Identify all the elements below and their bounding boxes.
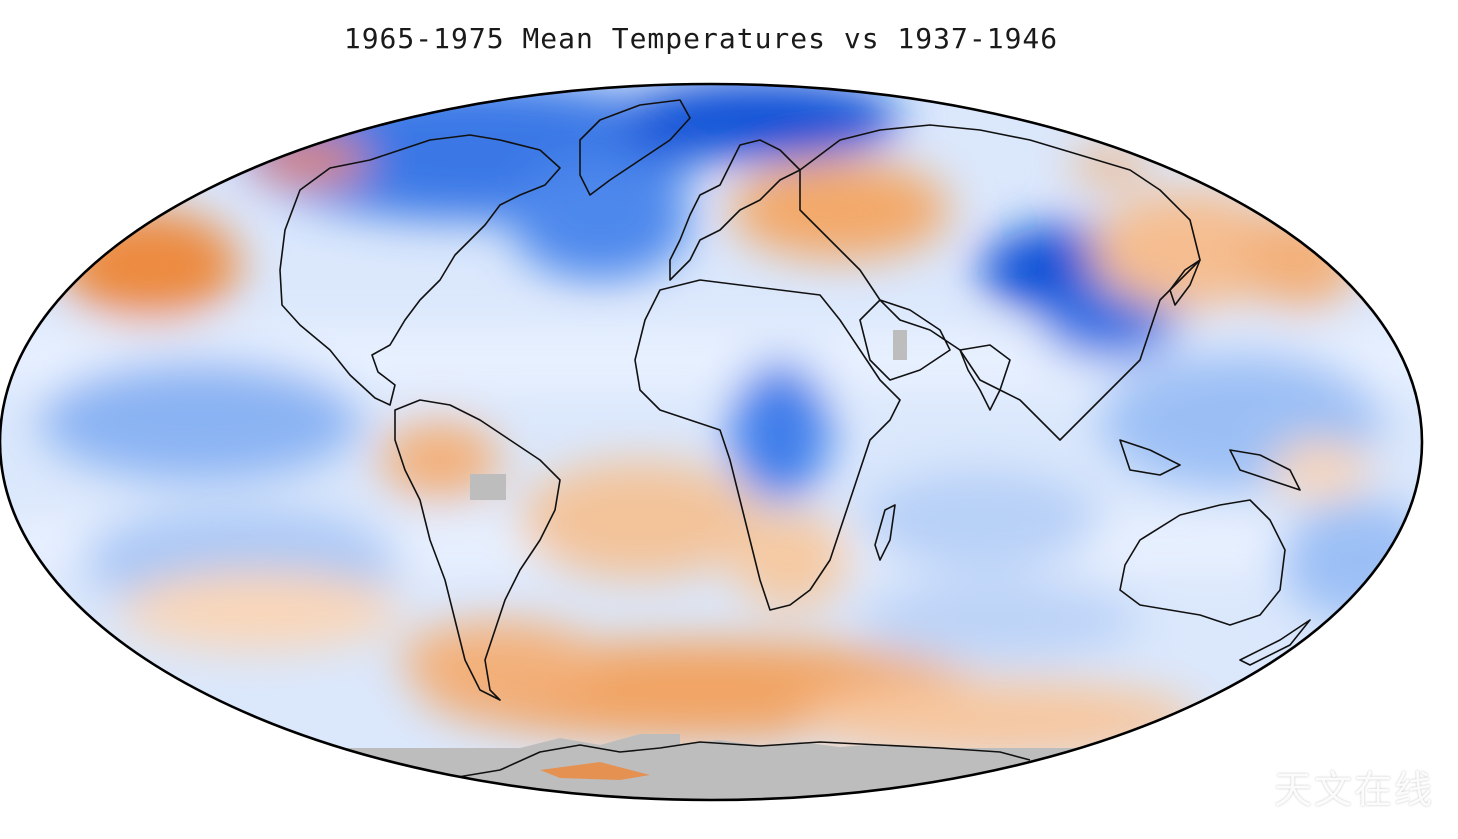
globe-outline: [0, 82, 1424, 802]
coast-arabia: [859, 299, 951, 381]
coast-australia: [1119, 499, 1286, 626]
no-data-antarctica: [0, 748, 1422, 800]
watermark-text: 天文在线: [1273, 768, 1434, 812]
no-data-amazon: [470, 474, 506, 500]
coast-greenland: [579, 99, 691, 196]
map-title: 1965-1975 Mean Temperatures vs 1937-1946: [343, 22, 1059, 55]
coast-asia: [799, 124, 1201, 441]
coast-antarctica: [439, 741, 1031, 781]
coast-india: [959, 344, 1011, 411]
coast-africa: [634, 279, 901, 611]
coast-south-america: [394, 399, 561, 701]
coastlines: [279, 99, 1311, 781]
coast-new-zealand: [1239, 619, 1311, 666]
coast-indonesia: [1119, 439, 1301, 491]
no-data-arabia: [893, 330, 907, 360]
coast-europe: [669, 139, 801, 281]
coast-madagascar: [874, 504, 896, 561]
anomaly-field: [0, 84, 1422, 800]
coast-japan: [1169, 259, 1201, 306]
coast-north-america: [279, 134, 561, 406]
